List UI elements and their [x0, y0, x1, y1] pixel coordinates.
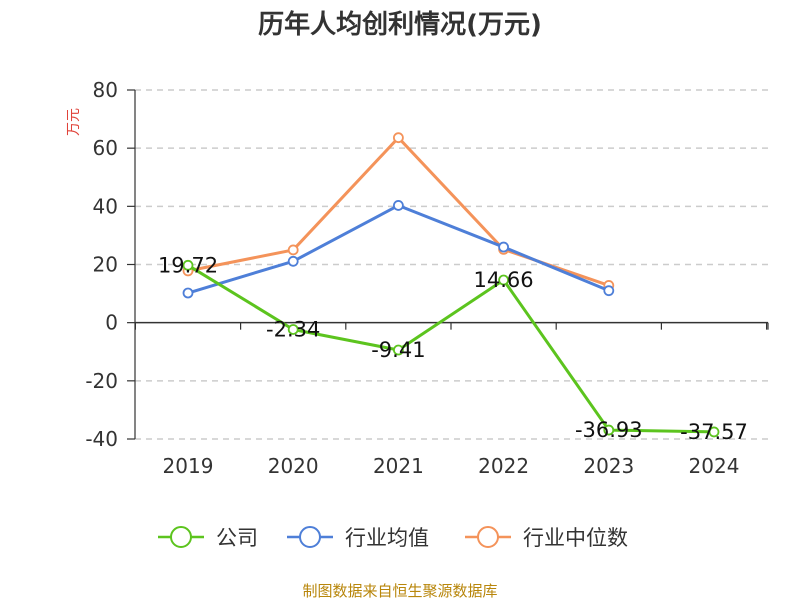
data-point: [287, 255, 299, 267]
data-point: [287, 324, 299, 335]
legend-item[interactable]: 行业均值: [287, 526, 429, 550]
grid-layer: [135, 89, 768, 440]
data-label: -37.57: [680, 420, 748, 444]
x-tick-label: 2022: [478, 454, 529, 478]
legend-label: 行业中位数: [523, 526, 628, 550]
series-line: [187, 264, 715, 434]
data-point: [392, 344, 404, 356]
x-tick-label: 2023: [583, 454, 634, 478]
data-point: [603, 424, 615, 436]
source-note: 制图数据来自恒生聚源数据库: [302, 582, 497, 600]
data-point: [392, 132, 404, 144]
data-point: [498, 274, 510, 286]
x-tick-label: 2020: [268, 454, 319, 478]
data-point: [708, 426, 720, 438]
data-point: [182, 259, 194, 271]
y-tick-label: 80: [93, 78, 118, 102]
legend[interactable]: 公司 行业均值 行业中位数: [158, 526, 628, 550]
y-tick-label: 20: [93, 253, 118, 277]
legend-marker: [170, 526, 192, 548]
x-tick-label: 2024: [689, 454, 740, 478]
data-point: [182, 287, 194, 299]
legend-marker: [477, 526, 499, 548]
series-line: [187, 203, 610, 295]
legend-label: 行业均值: [345, 526, 429, 550]
legend-item[interactable]: 公司: [158, 526, 258, 550]
chart-title: 历年人均创利情况(万元): [258, 9, 542, 40]
axis-layer: 80 60 40 20 0 -20 -40 2019 2020 2021 2022 2023 2024: [85, 78, 769, 478]
data-label: -36.93: [575, 418, 643, 442]
x-tick-label: 2021: [373, 454, 424, 478]
legend-marker: [299, 526, 321, 548]
y-tick-label: -20: [85, 369, 118, 393]
data-label: -2.34: [266, 317, 320, 341]
x-tick-label: 2019: [163, 454, 214, 478]
y-tick-label: 0: [105, 311, 118, 335]
data-point: [603, 285, 615, 297]
series-layer: [182, 132, 720, 438]
y-axis-unit: 万元: [66, 108, 82, 136]
legend-label: 公司: [216, 526, 258, 550]
data-point: [392, 200, 404, 211]
y-tick-label: 40: [93, 194, 118, 218]
data-label-layer: 19.72 -2.34 -9.41 14.66 -36.93 -37.57: [158, 253, 748, 444]
data-point: [287, 244, 299, 256]
y-tick-label: -40: [85, 427, 118, 451]
data-label: 14.66: [474, 268, 534, 292]
data-label: -9.41: [371, 338, 425, 362]
y-tick-label: 60: [93, 136, 118, 160]
data-label: 19.72: [158, 253, 218, 277]
data-point: [498, 241, 510, 253]
legend-item[interactable]: 行业中位数: [465, 526, 628, 550]
